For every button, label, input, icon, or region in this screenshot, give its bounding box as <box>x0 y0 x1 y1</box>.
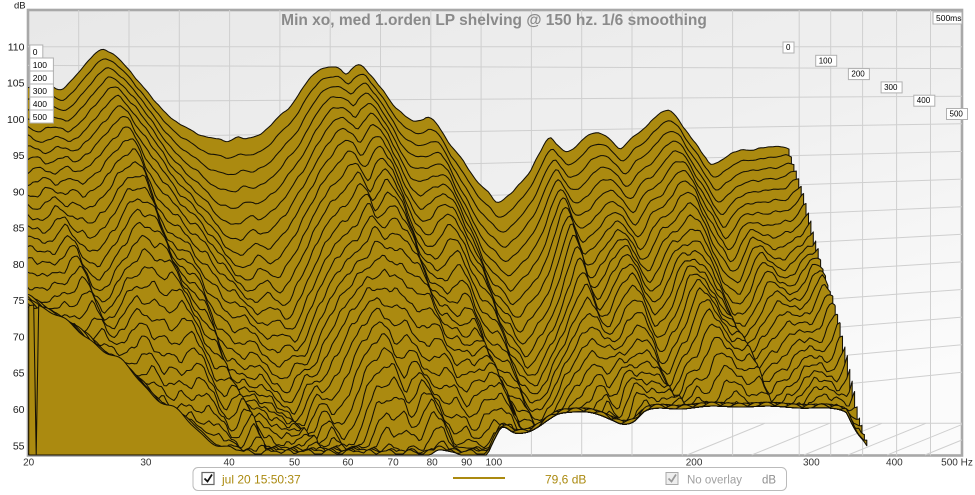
svg-text:Min xo, med 1.orden LP shelvin: Min xo, med 1.orden LP shelving @ 150 hz… <box>281 12 707 29</box>
svg-text:500: 500 <box>33 112 47 122</box>
svg-text:jul 20 15:50:37: jul 20 15:50:37 <box>221 473 301 487</box>
svg-text:500ms: 500ms <box>936 13 962 23</box>
svg-text:20: 20 <box>23 458 35 469</box>
svg-text:500: 500 <box>950 110 964 119</box>
svg-text:40: 40 <box>224 458 236 469</box>
svg-text:0: 0 <box>33 47 38 57</box>
svg-text:50: 50 <box>289 458 301 469</box>
svg-text:90: 90 <box>13 186 25 198</box>
svg-text:100: 100 <box>819 56 833 65</box>
svg-text:300: 300 <box>884 83 898 92</box>
svg-text:85: 85 <box>13 223 25 235</box>
svg-text:400: 400 <box>886 458 903 469</box>
svg-text:100: 100 <box>485 458 502 469</box>
svg-text:80: 80 <box>427 458 439 469</box>
svg-text:110: 110 <box>8 41 25 53</box>
svg-text:60: 60 <box>13 404 25 416</box>
svg-text:30: 30 <box>140 458 152 469</box>
svg-text:No overlay: No overlay <box>687 475 742 487</box>
svg-text:70: 70 <box>13 332 25 344</box>
svg-text:100: 100 <box>7 114 25 126</box>
svg-text:0: 0 <box>786 43 791 52</box>
svg-text:55: 55 <box>13 440 25 452</box>
svg-text:400: 400 <box>33 99 47 109</box>
svg-text:300: 300 <box>803 458 820 469</box>
svg-text:80: 80 <box>13 259 25 271</box>
svg-text:105: 105 <box>7 78 25 90</box>
svg-text:70: 70 <box>388 458 400 469</box>
svg-text:75: 75 <box>13 295 25 307</box>
svg-text:200: 200 <box>33 73 47 83</box>
svg-text:90: 90 <box>461 458 473 469</box>
svg-text:95: 95 <box>13 150 25 162</box>
svg-text:200: 200 <box>686 458 703 469</box>
svg-text:100: 100 <box>33 60 47 70</box>
svg-text:60: 60 <box>342 458 354 469</box>
svg-text:79,6 dB: 79,6 dB <box>545 473 586 487</box>
svg-text:dB: dB <box>14 1 26 12</box>
svg-text:400: 400 <box>917 96 931 105</box>
svg-text:500 Hz: 500 Hz <box>941 458 973 469</box>
svg-text:65: 65 <box>13 368 25 380</box>
svg-text:dB: dB <box>762 475 776 487</box>
svg-text:300: 300 <box>33 86 47 96</box>
svg-text:200: 200 <box>851 70 865 79</box>
